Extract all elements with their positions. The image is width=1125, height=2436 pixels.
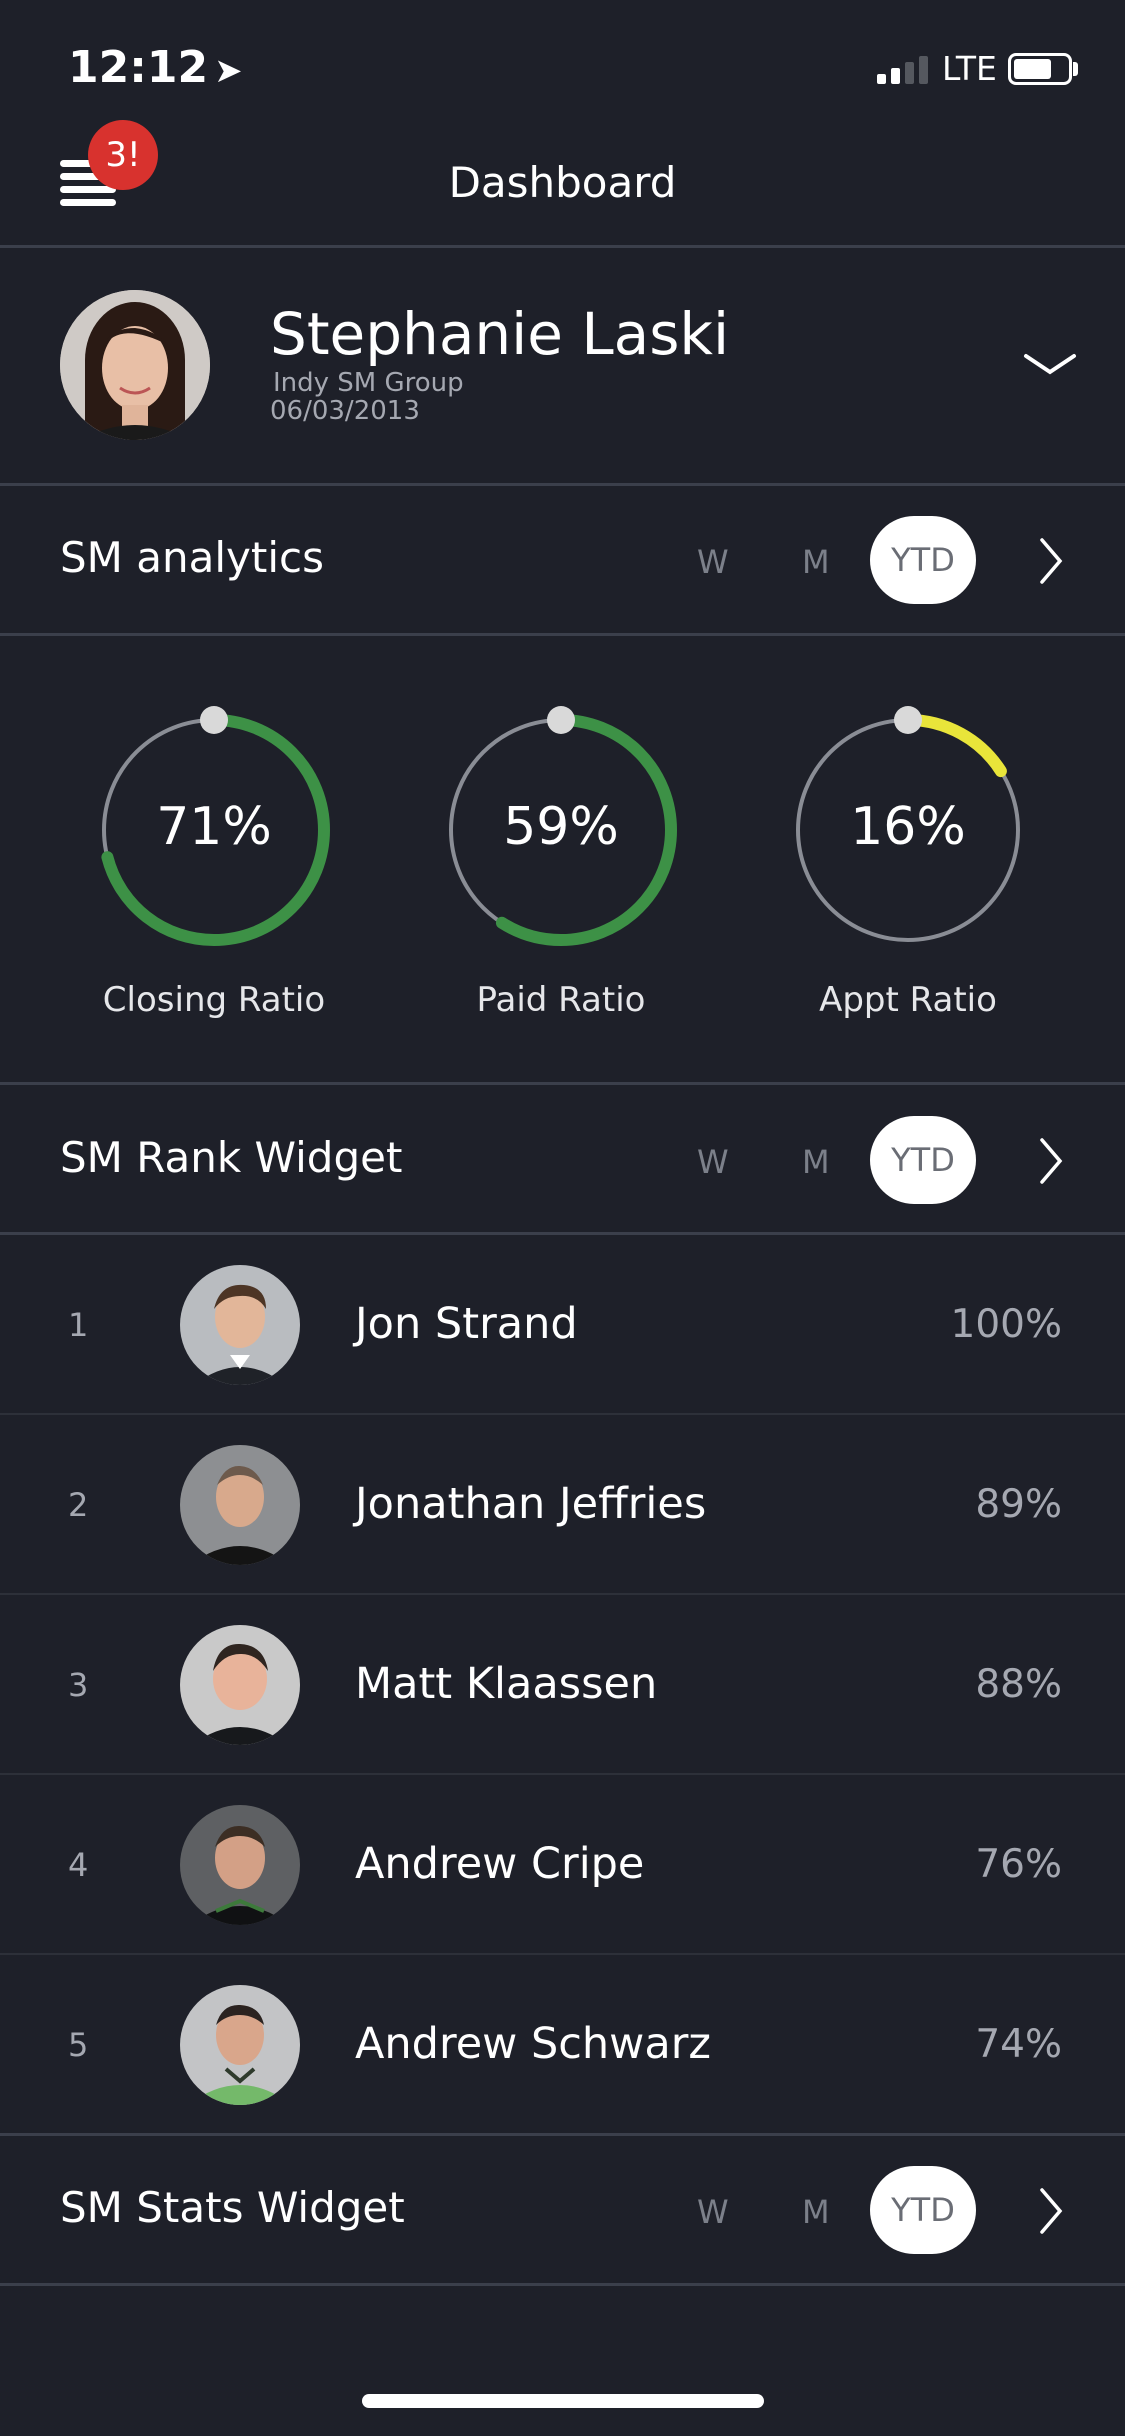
- row-divider: [0, 1773, 1125, 1775]
- rank-percent: 89%: [975, 1482, 1062, 1527]
- profile-divider: [0, 483, 1125, 486]
- rank-segment-w[interactable]: W: [697, 1143, 729, 1181]
- location-arrow-icon: ➤: [214, 51, 243, 91]
- ring-start-knob: [547, 706, 575, 734]
- chevron-down-icon[interactable]: [1020, 350, 1080, 380]
- stats-segment-w[interactable]: W: [697, 2193, 729, 2231]
- avatar: [180, 1805, 300, 1925]
- stats-segment-ytd[interactable]: YTD: [870, 2166, 976, 2254]
- row-divider: [0, 1593, 1125, 1595]
- analytics-divider: [0, 633, 1125, 636]
- rank-percent: 74%: [975, 2022, 1062, 2067]
- appt-ratio-label: Appt Ratio: [819, 980, 997, 1020]
- row-divider: [0, 1953, 1125, 1955]
- home-indicator[interactable]: [362, 2394, 764, 2408]
- appt-ratio-ring: [792, 706, 1024, 946]
- stats-widget-title: SM Stats Widget: [60, 2183, 405, 2232]
- signal-icon: [877, 54, 928, 84]
- rank-name: Jon Strand: [355, 1299, 578, 1349]
- rank-number: 3: [68, 1666, 89, 1704]
- closing-ratio-value: 71%: [156, 797, 272, 857]
- rank-name: Matt Klaassen: [355, 1659, 658, 1709]
- rank-number: 5: [68, 2026, 89, 2064]
- network-label: LTE: [942, 49, 997, 88]
- row-divider: [0, 1413, 1125, 1415]
- analytics-segment-m[interactable]: M: [802, 543, 830, 581]
- profile-name: Stephanie Laski: [270, 300, 730, 368]
- rank-number: 1: [68, 1306, 89, 1344]
- menu-icon[interactable]: [60, 158, 122, 208]
- stats-divider: [0, 2283, 1125, 2286]
- status-time: 12:12 ➤: [68, 42, 243, 93]
- battery-icon: [1008, 53, 1072, 85]
- rank-segment-m[interactable]: M: [802, 1143, 830, 1181]
- header-divider: [0, 245, 1125, 248]
- analytics-segment-w[interactable]: W: [697, 543, 729, 581]
- rank-percent: 88%: [975, 1662, 1062, 1707]
- profile-avatar: [60, 290, 210, 440]
- rank-widget-title: SM Rank Widget: [60, 1133, 403, 1182]
- avatar: [180, 1265, 300, 1385]
- avatar: [180, 1445, 300, 1565]
- chevron-right-icon[interactable]: [1036, 1136, 1066, 1186]
- rank-number: 4: [68, 1846, 89, 1884]
- profile-group: Indy SM Group: [273, 368, 464, 398]
- appt-ratio-value: 16%: [850, 797, 966, 857]
- rank-bottom-divider: [0, 2133, 1125, 2136]
- rank-percent: 76%: [975, 1842, 1062, 1887]
- ring-start-knob: [200, 706, 228, 734]
- ring-start-knob: [894, 706, 922, 734]
- chevron-right-icon[interactable]: [1036, 2186, 1066, 2236]
- analytics-segment-ytd[interactable]: YTD: [870, 516, 976, 604]
- notification-badge[interactable]: 3!: [88, 120, 158, 190]
- paid-ratio-label: Paid Ratio: [476, 980, 646, 1020]
- paid-ratio-ring: [445, 706, 677, 946]
- stats-segment-m[interactable]: M: [802, 2193, 830, 2231]
- rank-name: Andrew Cripe: [355, 1839, 645, 1889]
- paid-ratio-value: 59%: [503, 797, 619, 857]
- rank-segment-ytd[interactable]: YTD: [870, 1116, 976, 1204]
- rank-name: Jonathan Jeffries: [355, 1479, 707, 1529]
- rank-name: Andrew Schwarz: [355, 2019, 711, 2069]
- rings-divider: [0, 1082, 1125, 1085]
- avatar: [180, 1985, 300, 2105]
- rank-header-divider: [0, 1232, 1125, 1235]
- battery-cap: [1073, 62, 1078, 76]
- analytics-title: SM analytics: [60, 533, 324, 582]
- avatar: [180, 1625, 300, 1745]
- rank-percent: 100%: [950, 1302, 1063, 1347]
- closing-ratio-label: Closing Ratio: [102, 980, 326, 1020]
- rank-number: 2: [68, 1486, 89, 1524]
- closing-ratio-ring: [98, 706, 330, 946]
- page-title: Dashboard: [448, 158, 677, 207]
- profile-date: 06/03/2013: [270, 396, 420, 426]
- chevron-right-icon[interactable]: [1036, 536, 1066, 586]
